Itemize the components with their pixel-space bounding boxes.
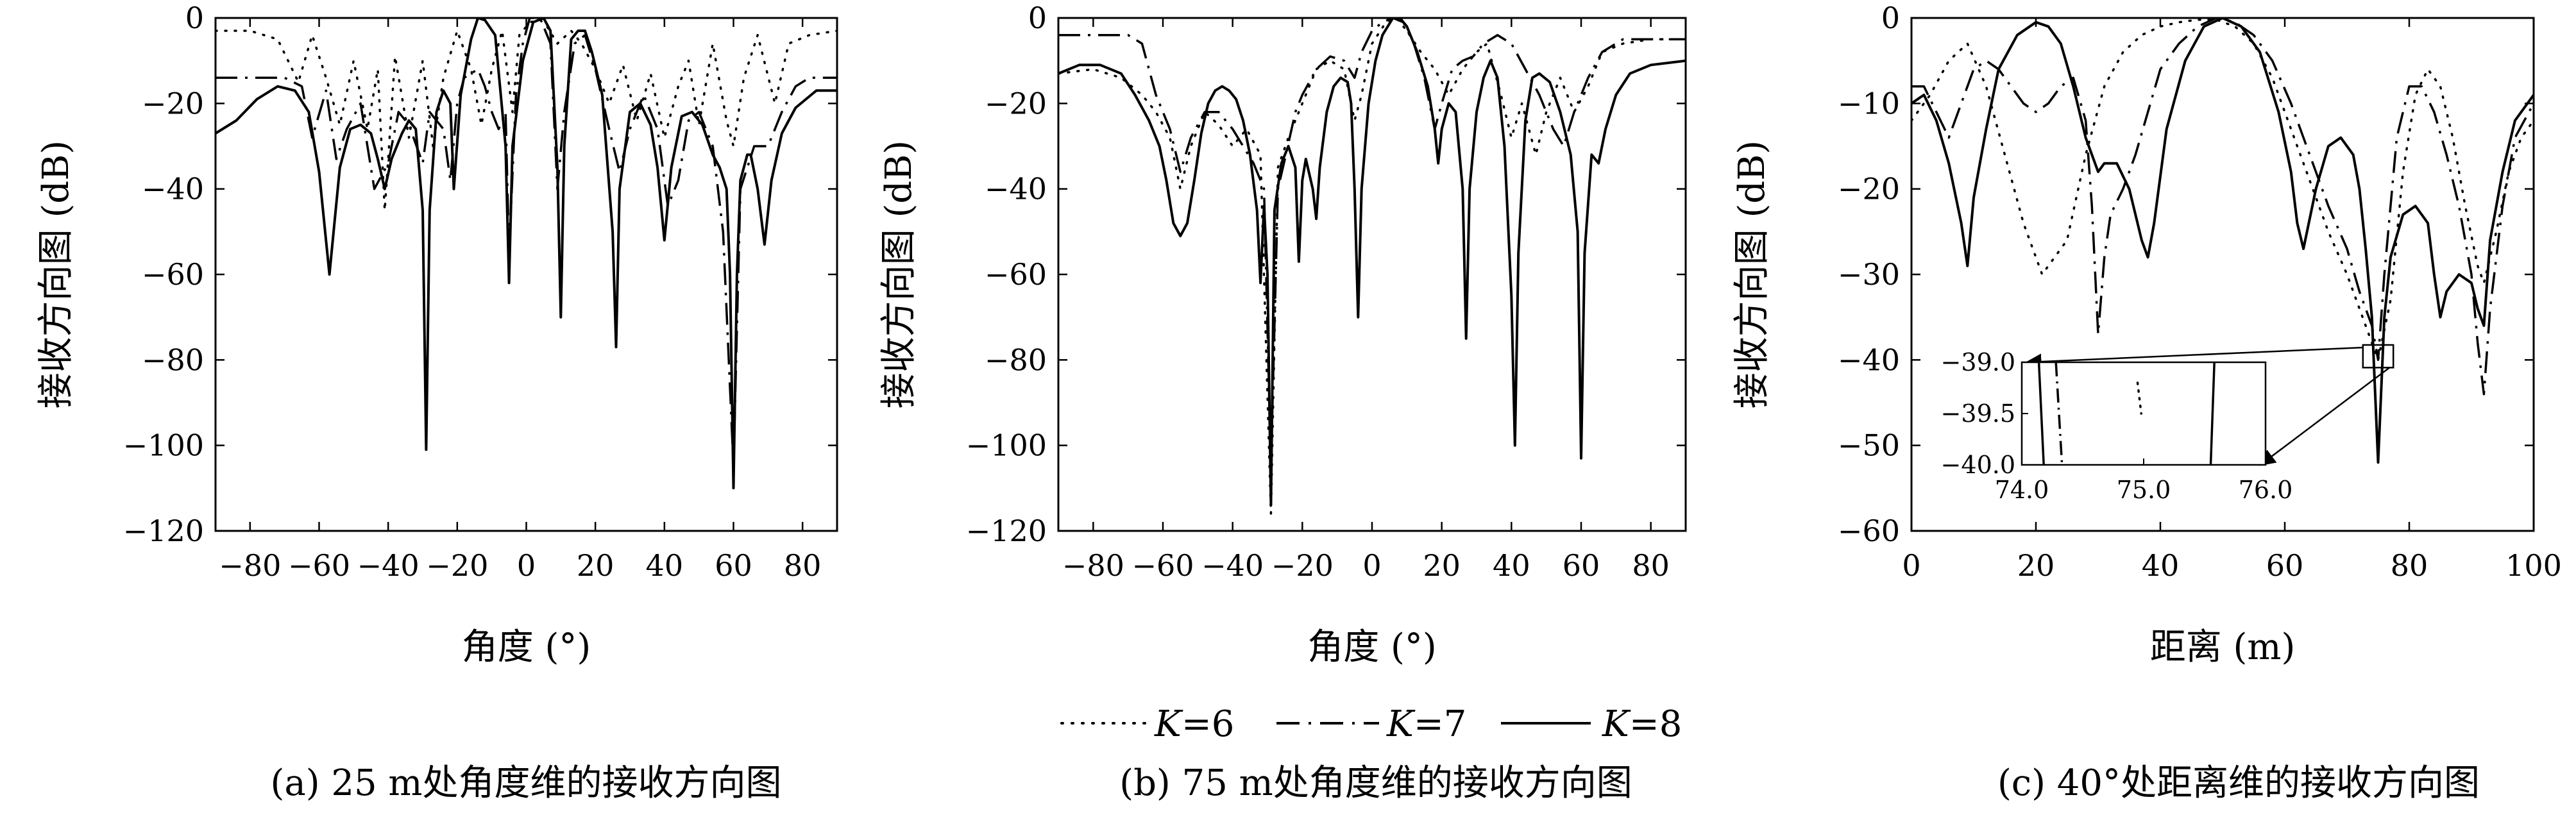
x-tick-label-b: −60 <box>1131 548 1194 583</box>
x-tick-label-b: 80 <box>1632 548 1670 583</box>
inset-y-tick-label: −40.0 <box>1941 451 2015 479</box>
zoom-source-box <box>2362 344 2394 369</box>
x-tick-label-a: −40 <box>357 548 419 583</box>
y-tick-label-b: −80 <box>985 342 1047 377</box>
y-tick-label-c: 0 <box>1881 1 1900 35</box>
x-axis-label-b: 角度 (°) <box>1307 626 1437 668</box>
x-axis-label-c: 距离 (m) <box>2150 626 2296 668</box>
x-axis-label-a: 角度 (°) <box>462 626 591 668</box>
inset-series-line-k7 <box>2055 362 2063 465</box>
y-tick-label-a: −20 <box>142 86 204 121</box>
panel-c-chart: 0 20 40 60 80 100 0 −10 −20 −30 −40 −50 −60 距离 (m) 接收方… <box>1731 1 2562 668</box>
y-tick-label-c: −60 <box>1838 514 1900 548</box>
y-tick-label-c: −50 <box>1838 428 1900 463</box>
x-tick-label-c: 40 <box>2142 548 2180 583</box>
x-tick-label-b: 40 <box>1493 548 1530 583</box>
inset-series-line-k8 <box>2037 362 2045 465</box>
x-tick-label-a: −60 <box>288 548 350 583</box>
y-axis-label-c: 接收方向图 (dB) <box>1731 140 1773 409</box>
y-tick-label-a: 0 <box>185 1 204 35</box>
legend: K=6 K=7 K=8 <box>1060 703 1682 745</box>
y-tick-label-b: −60 <box>985 257 1047 292</box>
y-tick-label-a: −40 <box>142 172 204 206</box>
y-tick-label-a: −80 <box>142 342 204 377</box>
legend-label-k6: K=6 <box>1154 703 1234 745</box>
x-tick-label-b: −80 <box>1062 548 1124 583</box>
x-tick-label-a: 40 <box>646 548 684 583</box>
x-tick-label-a: 20 <box>577 548 614 583</box>
plot-area-b <box>1058 18 1686 515</box>
panel-a-chart: −80 −60 −40 −20 0 20 40 60 800−20−40−60−80−100−1… <box>35 1 838 668</box>
plot-area-c <box>1911 18 2534 464</box>
x-tick-label-a: −20 <box>426 548 488 583</box>
series-line-k8-c <box>1911 18 2534 464</box>
x-tick-label-c: 60 <box>2266 548 2304 583</box>
inset-x-tick-label: 75.0 <box>2117 476 2171 504</box>
x-tick-label-c: 20 <box>2017 548 2055 583</box>
y-tick-label-a: −120 <box>123 514 204 548</box>
y-axis-label-b: 接收方向图 (dB) <box>878 140 920 409</box>
y-tick-label-c: −20 <box>1838 172 1900 206</box>
inset-x-tick-label: 74.0 <box>1995 476 2049 504</box>
x-tick-label-a: 80 <box>784 548 822 583</box>
legend-label-k8: K=8 <box>1602 703 1682 745</box>
y-tick-label-a: −100 <box>123 428 204 463</box>
panel-b-chart: −80 −60 −40 −20 0 20 40 60 800−20−40−60−80−100−1… <box>878 1 1687 668</box>
x-tick-label-a: −80 <box>219 548 281 583</box>
inset-plot-area <box>2037 362 2216 465</box>
inset-series-line-k8 <box>2209 362 2216 465</box>
x-tick-label-b: 60 <box>1563 548 1600 583</box>
series-line-k7-a <box>216 18 837 468</box>
zoom-arrow-top <box>2025 346 2363 370</box>
y-tick-label-c: −40 <box>1838 342 1900 377</box>
x-tick-label-c: 0 <box>1902 548 1920 583</box>
caption-a: (a) 25 m处角度维的接收方向图 <box>270 762 781 804</box>
inset-background <box>2022 362 2266 465</box>
series-line-k8-a <box>216 18 837 490</box>
series-line-k7-c <box>1911 18 2534 396</box>
y-tick-label-c: −30 <box>1838 257 1900 292</box>
y-tick-label-b: −40 <box>985 172 1047 206</box>
y-tick-label-a: −60 <box>142 257 204 292</box>
plot-area-a <box>216 18 837 490</box>
series-line-k6-b <box>1058 18 1686 515</box>
x-tick-label-c: 100 <box>2505 548 2562 583</box>
x-tick-label-a: 0 <box>517 548 536 583</box>
x-tick-label-b: −40 <box>1201 548 1264 583</box>
y-tick-label-b: 0 <box>1028 1 1047 35</box>
y-tick-label-c: −10 <box>1838 86 1900 121</box>
x-tick-label-a: 60 <box>715 548 752 583</box>
y-tick-label-b: −120 <box>966 514 1047 548</box>
caption-b: (b) 75 m处角度维的接收方向图 <box>1119 762 1632 804</box>
y-axis-label-a: 接收方向图 (dB) <box>35 140 77 409</box>
x-tick-label-b: −20 <box>1271 548 1334 583</box>
inset-y-tick-label: −39.5 <box>1941 399 2015 428</box>
legend-label-k7: K=7 <box>1386 703 1466 745</box>
y-tick-label-b: −20 <box>985 86 1047 121</box>
zoom-arrow-bottom <box>2259 367 2390 466</box>
series-line-k8-b <box>1058 18 1686 507</box>
x-tick-label-c: 80 <box>2391 548 2428 583</box>
x-tick-label-b: 20 <box>1423 548 1461 583</box>
inset-series-line-k6 <box>2136 381 2142 415</box>
y-tick-label-b: −100 <box>966 428 1047 463</box>
series-line-k6-c <box>1911 18 2534 362</box>
plot-frame-a <box>214 17 838 532</box>
series-line-k6-a <box>216 19 837 212</box>
inset-y-tick-label: −39.0 <box>1941 348 2015 376</box>
caption-c: (c) 40°处距离维的接收方向图 <box>1997 762 2480 804</box>
x-tick-label-b: 0 <box>1362 548 1381 583</box>
series-line-k7-b <box>1058 18 1686 468</box>
plot-frame-b <box>1057 17 1687 532</box>
inset-x-tick-label: 76.0 <box>2239 476 2293 504</box>
